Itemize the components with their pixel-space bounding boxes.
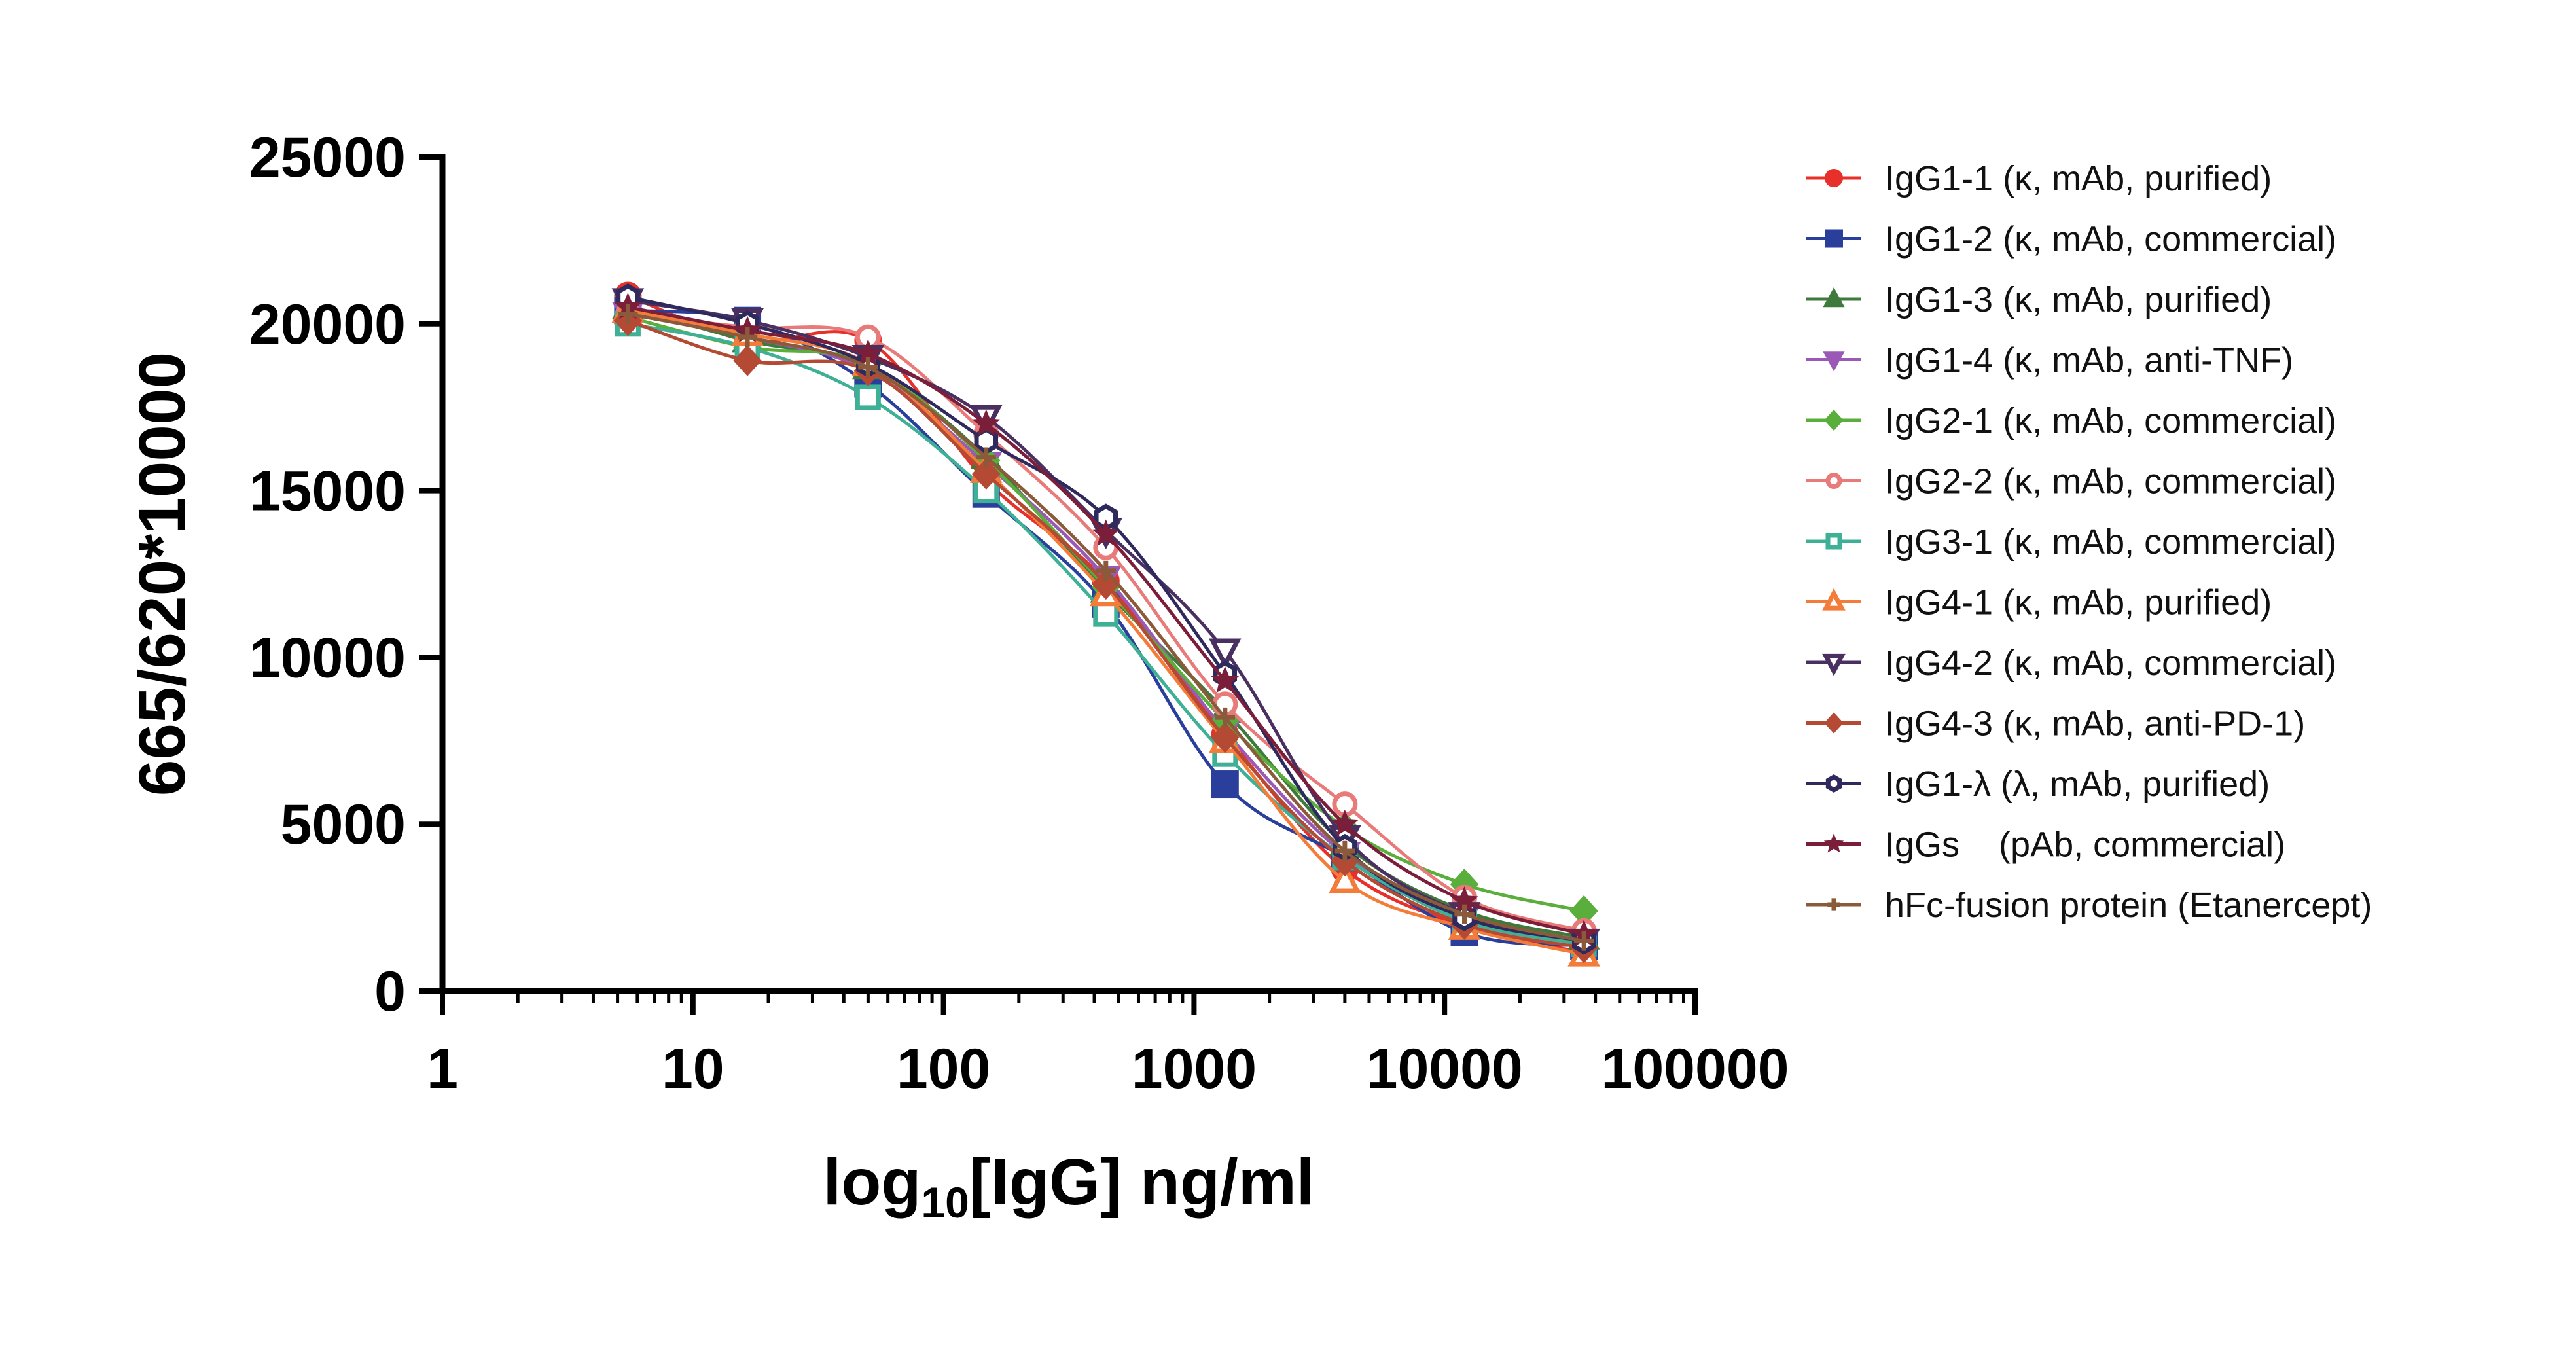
y-tick-label: 10000: [249, 626, 406, 689]
legend-marker: [1822, 588, 1846, 611]
legend-item: IgG4-1 (κ, mAb, purified): [1806, 583, 2272, 622]
y-ticks: 0 5000 10000 15000 20000 25000: [249, 126, 442, 1023]
legend-item: IgG1-1 (κ, mAb, purified): [1806, 159, 2272, 198]
data-point: [1211, 721, 1240, 753]
legend-label: IgG4-3 (κ, mAb, anti-PD-1): [1885, 704, 2305, 744]
data-point: [1215, 707, 1236, 728]
series-line: [627, 322, 1584, 946]
legend-marker: [1825, 774, 1842, 793]
y-tick-label: 5000: [281, 793, 406, 856]
legend-marker: [1825, 473, 1842, 489]
legend-label: IgG1-4 (κ, mAb, anti-TNF): [1885, 341, 2293, 380]
data-point: [1329, 862, 1361, 893]
legend-marker: [1825, 533, 1842, 550]
data-point: [618, 304, 638, 324]
legend-item: IgG1-3 (κ, mAb, purified): [1806, 280, 2272, 319]
series-8: [611, 292, 1600, 967]
legend-label: IgG4-2 (κ, mAb, commercial): [1885, 643, 2336, 683]
series-line: [627, 312, 1584, 943]
plot-area: [611, 281, 1600, 967]
legend-marker: [1825, 229, 1843, 248]
x-tick-label: 100: [897, 1037, 991, 1100]
axes: 0 5000 10000 15000 20000 25000 1 10 100 1000 1000…: [249, 126, 1789, 1100]
legend-marker: [1823, 833, 1844, 853]
y-tick-label: 20000: [249, 293, 406, 356]
series-2: [614, 297, 1598, 960]
legend-marker: [1824, 712, 1844, 734]
legend-item: IgG3-1 (κ, mAb, commercial): [1806, 522, 2336, 562]
x-axis-title-rest: [IgG] ng/ml: [969, 1145, 1315, 1219]
legend-label: IgG1-3 (κ, mAb, purified): [1885, 280, 2272, 319]
data-point: [733, 344, 762, 376]
legend-item: IgGs (pAb, commercial): [1806, 825, 2285, 865]
legend-marker: [1827, 898, 1840, 911]
legend-item: IgG4-2 (κ, mAb, commercial): [1806, 643, 2336, 683]
y-tick-label: 25000: [249, 126, 406, 189]
legend-label: IgG2-1 (κ, mAb, commercial): [1885, 401, 2336, 441]
data-point: [1092, 519, 1120, 546]
legend-label: IgG1-2 (κ, mAb, commercial): [1885, 220, 2336, 259]
x-tick-label: 100000: [1601, 1037, 1789, 1100]
x-tick-label: 1000: [1132, 1037, 1257, 1100]
data-point: [976, 447, 996, 467]
legend-marker: [1823, 287, 1845, 308]
x-tick-label: 1: [427, 1037, 458, 1100]
x-axis-title-main: log: [823, 1145, 921, 1219]
data-point: [1331, 809, 1359, 837]
series-line: [627, 298, 1584, 943]
legend-label: IgG3-1 (κ, mAb, commercial): [1885, 522, 2336, 562]
series-7: [615, 311, 1597, 958]
series-line: [627, 305, 1584, 936]
legend-label: IgGs (pAb, commercial): [1885, 825, 2285, 865]
legend-marker: [1824, 409, 1844, 431]
x-ticks: 1 10 100 1000 10000 100000: [427, 991, 1789, 1100]
data-point: [1209, 638, 1242, 670]
data-point: [737, 327, 758, 348]
legend-item: IgG1-4 (κ, mAb, anti-TNF): [1806, 341, 2293, 380]
x-axis-title-subscript: 10: [921, 1178, 969, 1227]
legend-label: IgG1-1 (κ, mAb, purified): [1885, 159, 2272, 198]
series-line: [628, 308, 1584, 948]
data-point: [1211, 770, 1239, 799]
series-line: [627, 312, 1584, 943]
data-point: [1454, 904, 1475, 924]
legend-item: IgG1-λ (λ, mAb, purified): [1806, 765, 2270, 804]
legend-item: IgG2-1 (κ, mAb, commercial): [1806, 401, 2336, 441]
y-tick-label: 0: [374, 960, 406, 1023]
data-point: [1211, 666, 1240, 693]
legend-item: IgG2-2 (κ, mAb, commercial): [1806, 462, 2336, 501]
data-point: [1573, 931, 1594, 951]
data-point: [1334, 840, 1355, 861]
legend-marker: [1822, 653, 1846, 676]
x-tick-label: 10000: [1367, 1037, 1523, 1100]
legend: IgG1-1 (κ, mAb, purified) IgG1-2 (κ, mAb,…: [1806, 159, 2372, 925]
data-point: [1096, 560, 1116, 581]
legend-label: IgG2-2 (κ, mAb, commercial): [1885, 462, 2336, 501]
series-4: [612, 302, 1600, 958]
data-point: [972, 409, 1001, 436]
series-line: [627, 308, 1584, 956]
legend-label: IgG4-1 (κ, mAb, purified): [1885, 583, 2272, 622]
data-point: [1093, 601, 1119, 627]
x-axis-title: log10[IgG] ng/ml: [823, 1145, 1314, 1227]
legend-item: hFc-fusion protein (Etanercept): [1806, 886, 2372, 925]
series-layer: [611, 281, 1600, 967]
series-13: [618, 304, 1594, 951]
data-point: [855, 384, 881, 410]
series-10: [613, 304, 1598, 964]
y-tick-label: 15000: [249, 460, 406, 523]
series-line: [627, 319, 1584, 950]
legend-marker: [1825, 169, 1843, 187]
data-point: [858, 357, 878, 378]
data-point: [972, 458, 1001, 490]
legend-item: IgG4-3 (κ, mAb, anti-PD-1): [1806, 704, 2305, 744]
legend-marker: [1823, 351, 1845, 372]
y-axis-title: 665/620*10000: [126, 352, 199, 796]
x-tick-label: 10: [662, 1037, 724, 1100]
legend-item: IgG1-2 (κ, mAb, commercial): [1806, 220, 2336, 259]
legend-label: IgG1-λ (λ, mAb, purified): [1885, 765, 2270, 804]
legend-label: hFc-fusion protein (Etanercept): [1885, 886, 2372, 925]
